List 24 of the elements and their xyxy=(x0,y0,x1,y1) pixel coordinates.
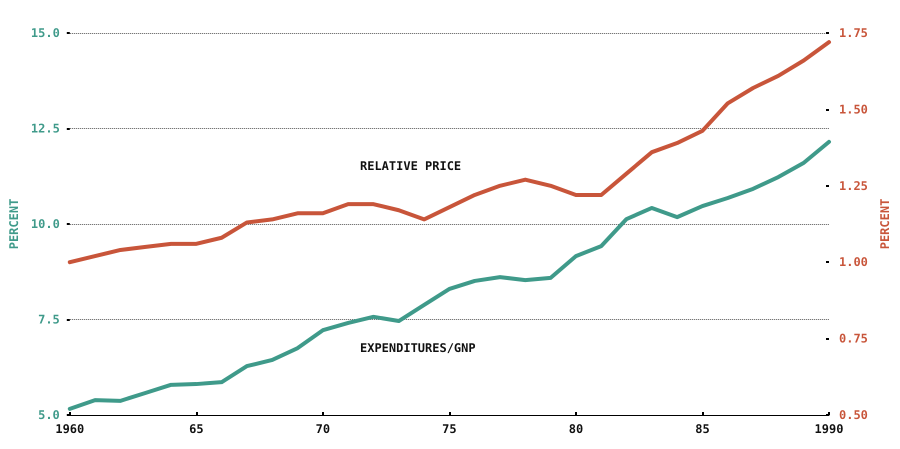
annotation: RELATIVE PRICE xyxy=(360,159,462,173)
annotation: EXPENDITURES/GNP xyxy=(360,341,476,355)
y2-tick-label: 1.25 xyxy=(839,178,868,193)
x-tick-label: 85 xyxy=(695,422,710,436)
y2-tick-label: 0.75 xyxy=(839,332,868,346)
x-tick-label: 65 xyxy=(189,422,204,436)
x-tick-label: 80 xyxy=(568,422,584,436)
x-tick-label: 1990 xyxy=(814,422,844,436)
y-tick-label: 10.0 xyxy=(30,217,60,231)
y2-tick-label: 1.75 xyxy=(839,26,868,40)
y-tick-label: 7.5 xyxy=(38,312,60,326)
line-series xyxy=(68,40,831,264)
y2-tick-label: 0.50 xyxy=(839,408,868,422)
y-tick-label: 15.0 xyxy=(30,26,60,40)
y2-tick-label: 1.00 xyxy=(839,255,868,270)
x-tick-label: 75 xyxy=(442,422,457,436)
y2-tick-label: 1.50 xyxy=(839,102,868,116)
x-tick-label: 1960 xyxy=(55,422,84,436)
x-tick-label: 70 xyxy=(316,422,330,436)
y-tick-label: 12.5 xyxy=(30,122,60,136)
y-axis-title: PERCENT xyxy=(7,198,21,250)
y-tick-label: 5.0 xyxy=(38,408,60,422)
y2-axis-title: PERCENT xyxy=(878,198,892,250)
line-series xyxy=(68,140,831,411)
